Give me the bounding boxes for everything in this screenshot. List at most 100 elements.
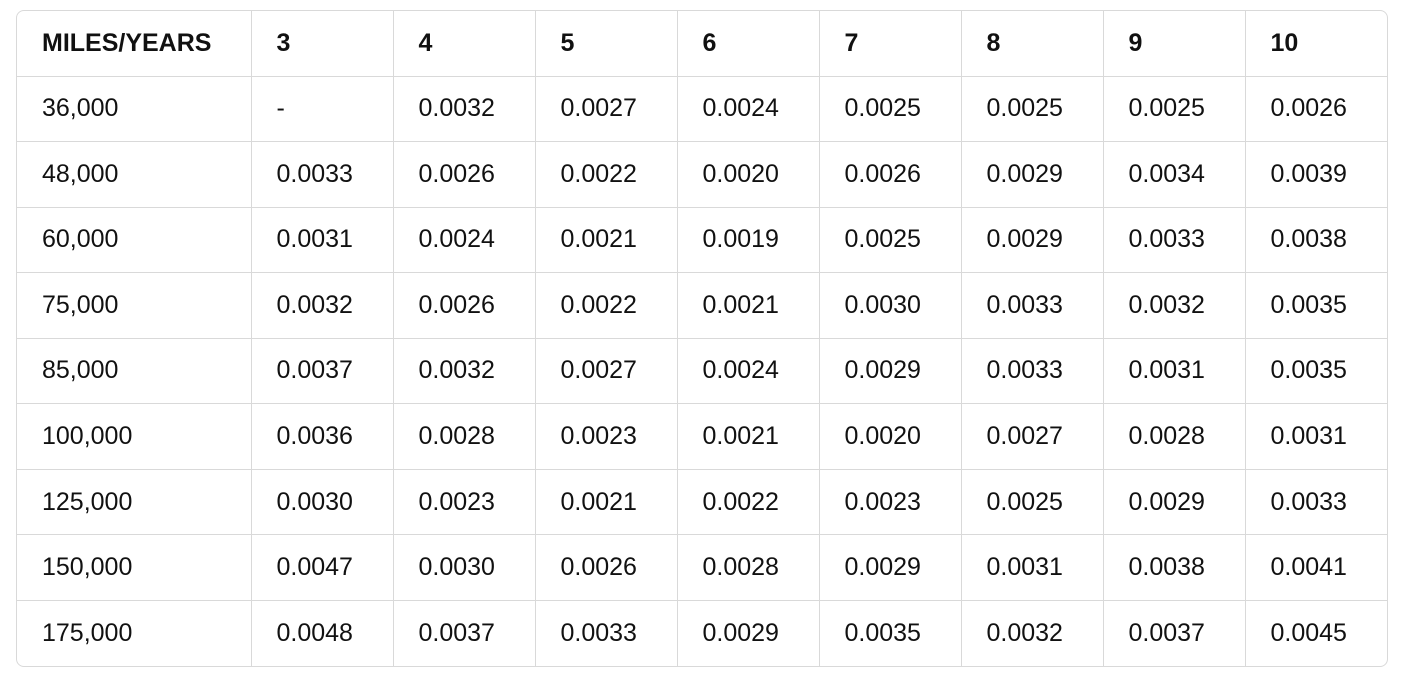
value-cell: 0.0033 xyxy=(960,272,1104,339)
value-cell: 0.0035 xyxy=(1244,272,1387,339)
row-label-cell: 175,000 xyxy=(17,599,252,666)
value-cell: 0.0031 xyxy=(960,534,1104,601)
value-cell: 0.0035 xyxy=(818,599,962,666)
table-row: 125,000 0.0030 0.0023 0.0021 0.0022 0.0023 0.0… xyxy=(17,468,1387,536)
row-label-cell: 100,000 xyxy=(17,403,252,470)
row-label-cell: 48,000 xyxy=(17,141,252,208)
value-cell: - xyxy=(250,75,394,143)
value-cell: 0.0026 xyxy=(392,141,536,208)
value-cell: 0.0021 xyxy=(534,468,678,536)
value-cell: 0.0026 xyxy=(1244,75,1387,143)
table-row: 100,000 0.0036 0.0028 0.0023 0.0021 0.0020 0.0… xyxy=(17,403,1387,470)
table-body: 36,000-0.0032 0.0027 0.0024 0.0025 0.0025 0.0… xyxy=(17,75,1387,666)
value-cell: 0.0048 xyxy=(250,599,394,666)
value-cell: 0.0027 xyxy=(534,75,678,143)
table-row: 150,000 0.0047 0.0030 0.0026 0.0028 0.0029 0.0… xyxy=(17,534,1387,601)
header-cell: 4 xyxy=(392,11,536,77)
table-row: 175,000 0.0048 0.0037 0.0033 0.0029 0.0035 0.0… xyxy=(17,599,1387,666)
table-row: 60,000 0.0031 0.0024 0.0021 0.0019 0.0025 0.00… xyxy=(17,206,1387,274)
header-cell: 3 xyxy=(250,11,394,77)
value-cell: 0.0028 xyxy=(1102,403,1246,470)
row-label-cell: 150,000 xyxy=(17,534,252,601)
value-cell: 0.0029 xyxy=(960,141,1104,208)
value-cell: 0.0019 xyxy=(676,206,820,274)
value-cell: 0.0022 xyxy=(676,468,820,536)
table-row: 75,000 0.0032 0.0026 0.0022 0.0021 0.0030 0.00… xyxy=(17,272,1387,339)
value-cell: 0.0022 xyxy=(534,272,678,339)
value-cell: 0.0025 xyxy=(960,75,1104,143)
value-cell: 0.0025 xyxy=(818,75,962,143)
value-cell: 0.0033 xyxy=(250,141,394,208)
value-cell: 0.0041 xyxy=(1244,534,1387,601)
value-cell: 0.0045 xyxy=(1244,599,1387,666)
value-cell: 0.0030 xyxy=(250,468,394,536)
header-cell: 8 xyxy=(960,11,1104,77)
header-cell: 10 xyxy=(1244,11,1387,77)
value-cell: 0.0031 xyxy=(1244,403,1387,470)
value-cell: 0.0047 xyxy=(250,534,394,601)
value-cell: 0.0026 xyxy=(392,272,536,339)
value-cell: 0.0036 xyxy=(250,403,394,470)
table-row: 48,000 0.0033 0.0026 0.0022 0.0020 0.0026 0.00… xyxy=(17,141,1387,208)
value-cell: 0.0022 xyxy=(534,141,678,208)
value-cell: 0.0023 xyxy=(818,468,962,536)
value-cell: 0.0024 xyxy=(392,206,536,274)
row-label-cell: 85,000 xyxy=(17,337,252,405)
value-cell: 0.0026 xyxy=(534,534,678,601)
table-row: 85,000 0.0037 0.0032 0.0027 0.0024 0.0029 0.00… xyxy=(17,337,1387,405)
data-table: MILES/YEARS 3 4 5 6 7 8 9 10 36,000-0.0032 0.0027… xyxy=(17,11,1387,666)
value-cell: 0.0025 xyxy=(818,206,962,274)
value-cell: 0.0032 xyxy=(392,337,536,405)
value-cell: 0.0026 xyxy=(818,141,962,208)
value-cell: 0.0032 xyxy=(960,599,1104,666)
value-cell: 0.0032 xyxy=(250,272,394,339)
value-cell: 0.0038 xyxy=(1244,206,1387,274)
value-cell: 0.0030 xyxy=(818,272,962,339)
value-cell: 0.0021 xyxy=(534,206,678,274)
value-cell: 0.0032 xyxy=(392,75,536,143)
value-cell: 0.0020 xyxy=(676,141,820,208)
table-container: MILES/YEARS 3 4 5 6 7 8 9 10 36,000-0.0032 0.0027… xyxy=(16,10,1388,667)
row-label-cell: 36,000 xyxy=(17,75,252,143)
value-cell: 0.0034 xyxy=(1102,141,1246,208)
value-cell: 0.0023 xyxy=(534,403,678,470)
value-cell: 0.0025 xyxy=(1102,75,1246,143)
header-cell: MILES/YEARS xyxy=(17,11,252,77)
value-cell: 0.0024 xyxy=(676,337,820,405)
value-cell: 0.0029 xyxy=(818,337,962,405)
value-cell: 0.0030 xyxy=(392,534,536,601)
value-cell: 0.0031 xyxy=(1102,337,1246,405)
value-cell: 0.0028 xyxy=(392,403,536,470)
header-cell: 7 xyxy=(818,11,962,77)
value-cell: 0.0023 xyxy=(392,468,536,536)
value-cell: 0.0035 xyxy=(1244,337,1387,405)
value-cell: 0.0029 xyxy=(1102,468,1246,536)
value-cell: 0.0033 xyxy=(1102,206,1246,274)
row-label-cell: 60,000 xyxy=(17,206,252,274)
value-cell: 0.0025 xyxy=(960,468,1104,536)
value-cell: 0.0037 xyxy=(392,599,536,666)
value-cell: 0.0032 xyxy=(1102,272,1246,339)
header-cell: 6 xyxy=(676,11,820,77)
value-cell: 0.0021 xyxy=(676,272,820,339)
header-cell: 9 xyxy=(1102,11,1246,77)
value-cell: 0.0033 xyxy=(1244,468,1387,536)
row-label-cell: 75,000 xyxy=(17,272,252,339)
value-cell: 0.0039 xyxy=(1244,141,1387,208)
value-cell: 0.0024 xyxy=(676,75,820,143)
value-cell: 0.0027 xyxy=(534,337,678,405)
header-cell: 5 xyxy=(534,11,678,77)
value-cell: 0.0033 xyxy=(534,599,678,666)
value-cell: 0.0037 xyxy=(250,337,394,405)
value-cell: 0.0037 xyxy=(1102,599,1246,666)
row-label-cell: 125,000 xyxy=(17,468,252,536)
value-cell: 0.0029 xyxy=(676,599,820,666)
value-cell: 0.0031 xyxy=(250,206,394,274)
value-cell: 0.0029 xyxy=(960,206,1104,274)
value-cell: 0.0038 xyxy=(1102,534,1246,601)
value-cell: 0.0029 xyxy=(818,534,962,601)
table-row: 36,000-0.0032 0.0027 0.0024 0.0025 0.0025 0.0… xyxy=(17,75,1387,143)
value-cell: 0.0021 xyxy=(676,403,820,470)
header-row: MILES/YEARS 3 4 5 6 7 8 9 10 xyxy=(17,11,1387,77)
